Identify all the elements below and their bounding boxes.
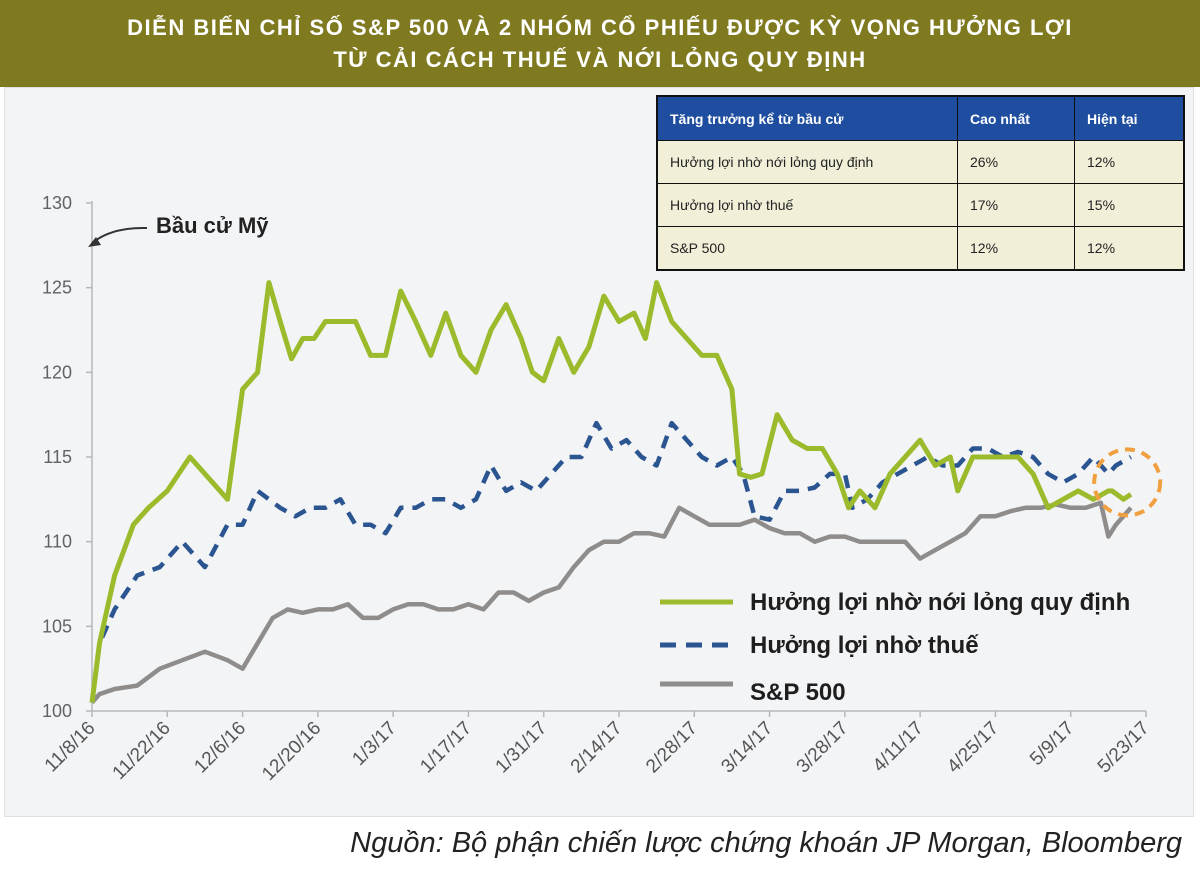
x-tick-label: 12/6/16 [190, 718, 250, 778]
chart-title-line-1: DIỄN BIẾN CHỈ SỐ S&P 500 VÀ 2 NHÓM CỔ PH… [127, 14, 1073, 40]
y-tick-label: 110 [43, 532, 72, 552]
chart-title-line-2: TỪ CẢI CÁCH THUẾ VÀ NỚI LỎNG QUY ĐỊNH [333, 46, 867, 72]
table-cell: 17% [957, 183, 1075, 227]
x-tick-label: 4/11/17 [869, 718, 928, 777]
x-tick-label: 2/28/17 [642, 718, 702, 778]
x-tick-label: 5/9/17 [1026, 718, 1078, 770]
x-tick-label: 11/8/16 [41, 718, 100, 777]
x-tick-label: 2/14/17 [567, 718, 627, 778]
x-tick-label: 3/28/17 [793, 718, 853, 778]
x-tick-label: 11/22/16 [109, 718, 175, 784]
table-cell: 26% [957, 140, 1075, 184]
table-cell: S&P 500 [656, 226, 958, 271]
table-cell: Hưởng lợi nhờ nới lỏng quy định [656, 140, 958, 184]
y-tick-label: 105 [42, 616, 72, 636]
table-header-cell: Tăng trưởng kể từ bầu cử [656, 95, 958, 141]
x-tick-label: 5/23/17 [1094, 718, 1154, 778]
table-row: Hưởng lợi nhờ nới lỏng quy định 26% 12% [656, 140, 1185, 184]
y-tick-label: 100 [42, 701, 72, 721]
series-line-sp500 [90, 500, 1133, 704]
series-layer [89, 280, 1163, 704]
table-header-cell: Hiện tại [1074, 95, 1185, 141]
legend: Hưởng lợi nhờ nới lỏng quy định Hưởng lợ… [660, 589, 1130, 706]
table-cell: 12% [1074, 226, 1185, 271]
table-header-row: Tăng trưởng kể từ bầu cử Cao nhất Hiện t… [656, 95, 1185, 141]
x-tick-label: 1/31/17 [492, 718, 552, 778]
y-tick-label: 130 [42, 193, 72, 213]
table-row: Hưởng lợi nhờ thuế 17% 15% [656, 183, 1185, 227]
source-note: Nguồn: Bộ phận chiến lược chứng khoán JP… [350, 827, 1182, 859]
x-tick-label: 3/14/17 [717, 718, 777, 778]
legend-label-sp500: S&P 500 [750, 679, 846, 706]
table-cell: Hưởng lợi nhờ thuế [656, 183, 958, 227]
growth-table: Tăng trưởng kể từ bầu cử Cao nhất Hiện t… [656, 95, 1185, 271]
table-cell: 12% [1074, 140, 1185, 184]
legend-label-tax: Hưởng lợi nhờ thuế [750, 632, 979, 659]
y-tick-label: 115 [43, 447, 72, 467]
annotation-arrow-shaft [91, 226, 148, 244]
legend-label-dereg: Hưởng lợi nhờ nới lỏng quy định [750, 589, 1130, 616]
chart-header: DIỄN BIẾN CHỈ SỐ S&P 500 VÀ 2 NHÓM CỔ PH… [0, 0, 1200, 87]
axis-layer: 100 105 110 115 120 125 130 11/8/16 11/22/16 12/6… [41, 193, 1154, 785]
latest-value-highlight [1092, 447, 1163, 518]
annotation-election: Bầu cử Mỹ [156, 213, 269, 238]
table-cell: 12% [957, 226, 1075, 271]
series-line-dereg [89, 280, 1133, 703]
table-cell: 15% [1074, 183, 1185, 227]
x-tick-label: 12/20/16 [258, 718, 325, 785]
y-tick-label: 125 [42, 278, 72, 298]
x-tick-label: 1/3/17 [348, 718, 400, 770]
y-tick-label: 120 [42, 362, 72, 382]
table-header-cell: Cao nhất [957, 95, 1075, 141]
x-tick-label: 4/25/17 [943, 718, 1003, 778]
annotation-arrow-head [88, 237, 101, 247]
annotation-layer: Bầu cử Mỹ [88, 213, 269, 247]
x-tick-label: 1/17/17 [416, 718, 476, 778]
table-row: S&P 500 12% 12% [656, 226, 1185, 271]
